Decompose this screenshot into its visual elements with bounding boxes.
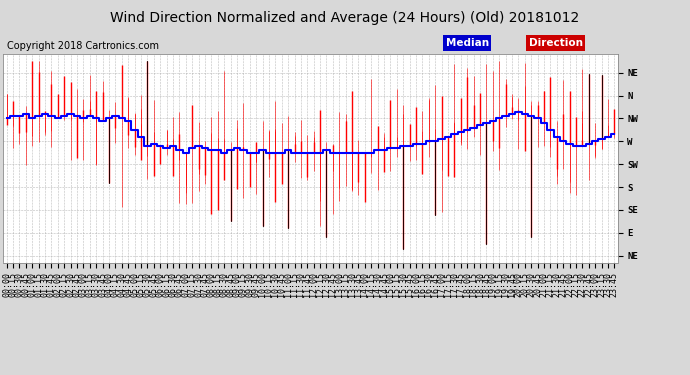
Text: Wind Direction Normalized and Average (24 Hours) (Old) 20181012: Wind Direction Normalized and Average (2… [110,11,580,25]
Text: Copyright 2018 Cartronics.com: Copyright 2018 Cartronics.com [7,41,159,51]
Text: Median: Median [446,38,489,48]
Text: Direction: Direction [529,38,582,48]
